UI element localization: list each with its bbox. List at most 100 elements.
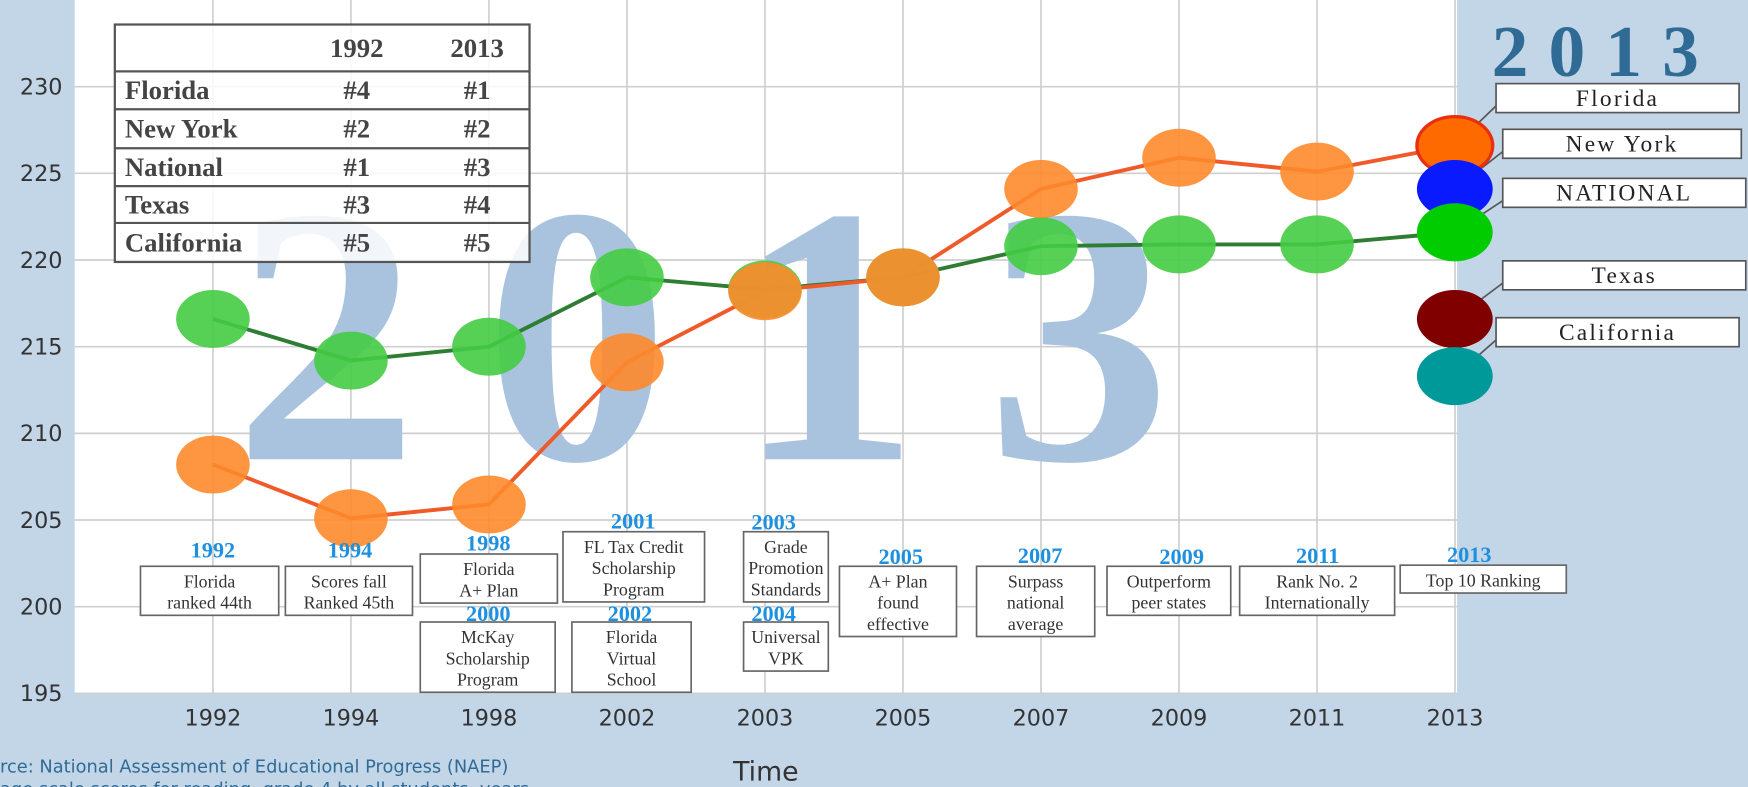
event-box — [284, 565, 414, 617]
event-box — [742, 621, 830, 672]
data-point — [314, 489, 388, 548]
event-text: Florida — [184, 571, 236, 591]
legend-label: New York — [1566, 132, 1679, 158]
x-tick-label: 2011 — [1289, 706, 1346, 732]
event-text: Rank No. 2 — [1276, 571, 1358, 591]
event-text: Program — [457, 670, 519, 690]
event-text: A+ Plan — [459, 580, 518, 600]
corner-year: 2013 — [1492, 10, 1719, 92]
event-year: 2009 — [1159, 544, 1204, 569]
event-text: Scores fall — [311, 571, 387, 591]
x-tick-label: 1994 — [323, 706, 380, 732]
table-cell: #2 — [464, 114, 491, 144]
y-tick-label: 215 — [20, 334, 63, 360]
data-point — [866, 248, 940, 307]
event-text: found — [877, 593, 919, 613]
event-text: Ranked 45th — [304, 593, 395, 613]
event-year: 1998 — [466, 531, 511, 556]
data-point — [1004, 217, 1078, 276]
ranking-table: 1992 2013 Florida #4 #1 New York #2 #2 National #… — [113, 23, 531, 264]
data-point — [1142, 128, 1216, 187]
event-year: 2013 — [1447, 542, 1492, 567]
data-point — [1280, 142, 1354, 201]
event-text: Program — [603, 579, 665, 599]
legend-dot — [1416, 203, 1493, 262]
data-point — [728, 262, 802, 321]
legend-label: California — [1559, 320, 1676, 346]
event-year: 1992 — [191, 537, 236, 562]
event-box — [1399, 564, 1568, 594]
event-year: 2007 — [1018, 543, 1063, 568]
event-text: Scholarship — [592, 558, 676, 578]
event-text: Scholarship — [446, 648, 530, 668]
event-box — [571, 621, 693, 694]
y-tick-label: 230 — [20, 74, 63, 100]
legend-box — [1501, 177, 1747, 209]
event-year: 2003 — [751, 509, 796, 534]
event-text: Virtual — [607, 648, 656, 668]
x-tick-label: 2003 — [737, 706, 794, 732]
legend-box — [1501, 128, 1743, 160]
table-cell: #4 — [343, 75, 370, 105]
source: rce: National Assessment of Educational … — [0, 757, 508, 778]
source: age scale scores for reading, grade 4 by… — [0, 779, 529, 787]
data-point — [452, 475, 526, 534]
x-tick-label: 2013 — [1427, 706, 1484, 732]
table-cell: #1 — [343, 152, 370, 182]
event-text: peer states — [1131, 593, 1206, 613]
event-text: Florida — [606, 627, 658, 647]
event-box — [419, 621, 557, 694]
event-text: ranked 44th — [167, 593, 252, 613]
event-text: Universal — [751, 627, 820, 647]
event-box — [419, 553, 559, 604]
table-cell: California — [125, 227, 242, 257]
x-tick-label: 2009 — [1151, 706, 1208, 732]
data-point — [452, 317, 526, 376]
data-point — [176, 435, 250, 494]
event-box — [1238, 565, 1396, 617]
y-tick-label: 200 — [20, 594, 63, 620]
event-text: Internationally — [1265, 593, 1370, 613]
event-text: School — [607, 670, 657, 690]
x-tick-label: 2007 — [1013, 706, 1070, 732]
event-text: Florida — [463, 559, 515, 579]
table-cell: National — [125, 152, 223, 182]
event-box — [742, 530, 830, 603]
data-point — [314, 331, 388, 390]
legend-label: Florida — [1576, 86, 1659, 112]
x-tick-label: 2005 — [875, 706, 932, 732]
event-year: 2001 — [611, 508, 656, 533]
y-tick-label: 220 — [20, 248, 63, 274]
legend-dot — [1416, 289, 1493, 348]
x-axis-label: Time — [732, 756, 798, 787]
table-cell: New York — [125, 114, 238, 144]
table-cell: #5 — [464, 227, 491, 257]
x-tick-label: 2002 — [599, 706, 656, 732]
event-box — [975, 565, 1096, 638]
y-tick-label: 225 — [20, 161, 63, 187]
table-cell: #2 — [343, 114, 370, 144]
event-text: McKay — [461, 627, 515, 647]
event-text: Promotion — [748, 558, 823, 578]
table-cell: #5 — [343, 227, 370, 257]
event-text: A+ Plan — [868, 571, 927, 591]
event-text: FL Tax Credit — [584, 537, 684, 557]
table-cell: #3 — [343, 189, 370, 219]
x-tick-label: 1998 — [461, 706, 518, 732]
table-cell: #3 — [464, 152, 491, 182]
event-text: average — [1008, 614, 1064, 634]
event-box — [838, 565, 958, 638]
event-box — [1106, 565, 1232, 617]
event-text: Grade — [764, 537, 808, 557]
y-tick-label: 195 — [20, 681, 63, 707]
data-point — [176, 289, 250, 348]
x-tick-label: 1992 — [185, 706, 242, 732]
y-tick-label: 205 — [20, 508, 63, 534]
event-text: effective — [867, 614, 929, 634]
table-header: 2013 — [450, 33, 504, 63]
data-point — [590, 333, 664, 392]
data-point — [590, 248, 664, 307]
series-line — [212, 143, 1456, 521]
event-text: Surpass — [1008, 571, 1064, 591]
